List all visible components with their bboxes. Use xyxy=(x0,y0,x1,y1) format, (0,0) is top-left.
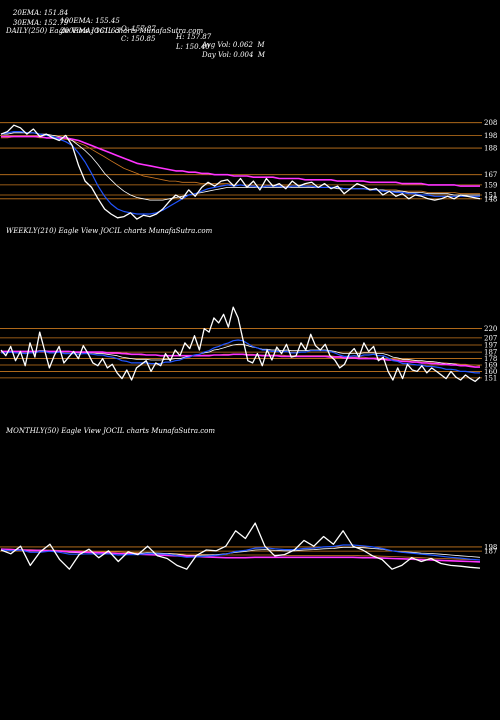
header-ema200: 200EMA: 161.63 xyxy=(60,27,120,35)
header-ema100: 100EMA: 155.45 xyxy=(60,17,120,25)
level-tick-label: 220 xyxy=(484,325,497,333)
series-ema-short-line xyxy=(0,131,480,215)
level-tick-label: 197 xyxy=(484,342,497,350)
header-open: O: 157.87 xyxy=(121,25,156,33)
header-high: H: 157.87 xyxy=(176,33,212,41)
header-ema20: 20EMA: 151.84 xyxy=(12,9,69,17)
level-tick-label: 148 xyxy=(484,195,497,203)
level-tick-label: 188 xyxy=(484,145,497,153)
monthly-panel-title: MONTHLY(50) Eagle View JOCIL charts Muna… xyxy=(6,427,215,435)
level-tick-label: 207 xyxy=(484,334,497,342)
series-ema-mid-line xyxy=(1,132,480,201)
weekly-panel-title: WEEKLY(210) Eagle View JOCIL charts Muna… xyxy=(6,227,213,235)
header-ema30: 30EMA: 152.79 xyxy=(12,19,69,27)
level-tick-label: 198 xyxy=(484,543,497,551)
series-price-line xyxy=(0,522,481,570)
header-row-1: 20EMA: 151.84 100EMA: 155.45 O: 157.87 H… xyxy=(4,1,265,57)
header-low: L: 150.40 xyxy=(176,43,210,51)
level-tick-label: 159 xyxy=(484,181,497,189)
series-price-line xyxy=(0,124,481,220)
level-tick-label: 198 xyxy=(484,132,497,140)
level-tick-label: 151 xyxy=(484,374,497,382)
level-tick-label: 178 xyxy=(484,355,497,363)
header-row-2: 30EMA: 152.79 200EMA: 161.63 C: 150.85 L… xyxy=(4,11,265,67)
level-tick-label: 167 xyxy=(484,171,497,179)
header-day-vol: Day Vol: 0.004 M xyxy=(202,51,266,59)
header-close: C: 150.85 xyxy=(121,35,156,43)
level-tick-label: 187 xyxy=(484,349,497,357)
level-tick-label: 208 xyxy=(484,119,497,127)
daily-panel-title: DAILY(250) Eagle View JOCIL charts Munaf… xyxy=(6,27,204,35)
level-tick-label: 169 xyxy=(484,362,497,370)
series-price-line xyxy=(0,306,481,383)
level-tick-label: 160 xyxy=(484,368,497,376)
series-ema-long-line xyxy=(1,135,480,187)
series-ema-extra-line xyxy=(0,548,481,561)
level-tick-label: 187 xyxy=(484,548,497,556)
header-avg-vol: Avg Vol: 0.062 M xyxy=(202,41,265,49)
level-tick-label: 151 xyxy=(484,192,497,200)
series-ema-long-line xyxy=(0,548,481,563)
